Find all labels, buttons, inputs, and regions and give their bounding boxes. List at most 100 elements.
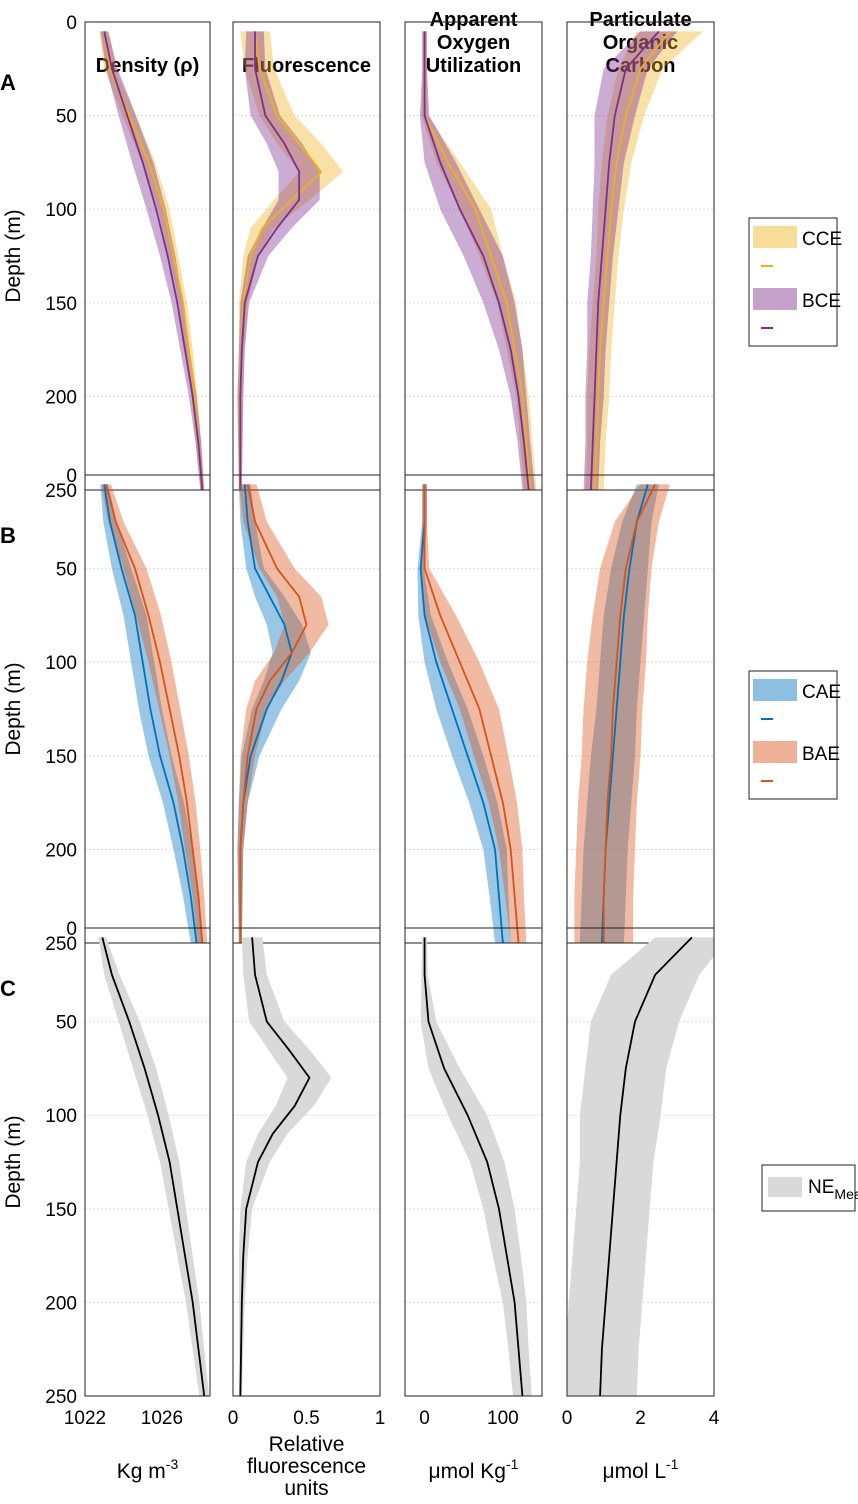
panel-C-3 bbox=[404, 927, 543, 1397]
panel-A-2 bbox=[232, 21, 381, 491]
y-axis-label-row-C: Depth (m) bbox=[2, 1115, 25, 1208]
band-cae bbox=[579, 484, 659, 943]
panel-frame bbox=[232, 927, 381, 1397]
band-bae bbox=[419, 484, 527, 943]
panel-letter-C: C bbox=[0, 976, 16, 1001]
x-unit-label-col-2-line-3: units bbox=[284, 1477, 328, 1500]
panel-B-2 bbox=[232, 474, 381, 944]
band-bae bbox=[237, 484, 329, 943]
panel-B-4 bbox=[566, 474, 715, 944]
legend-label-bce: BCE bbox=[802, 291, 841, 312]
panel-A-3 bbox=[404, 21, 543, 491]
legend-swatch-bae bbox=[753, 741, 797, 763]
panels bbox=[84, 21, 715, 1397]
legend-label-bae: BAE bbox=[802, 744, 840, 765]
panel-frame bbox=[84, 474, 211, 944]
panel-frame bbox=[404, 927, 543, 1397]
y-tick-label-50-row-B: 50 bbox=[56, 560, 77, 581]
panel-frame bbox=[404, 474, 543, 944]
mean-line-ne-mean bbox=[599, 936, 693, 1396]
legend-row-C: NEMean bbox=[761, 1164, 858, 1212]
x-tick-label-col-1-0: 1022 bbox=[64, 1408, 106, 1429]
y-tick-label-150-row-A: 150 bbox=[45, 294, 77, 315]
panel-B-3 bbox=[404, 474, 543, 944]
panel-frame bbox=[232, 474, 381, 944]
column-title-2-line-1: Fluorescence bbox=[242, 55, 371, 77]
legend-label-ne-mean: NEMean bbox=[808, 1177, 858, 1202]
band-cce bbox=[585, 31, 703, 490]
panel-C-4 bbox=[566, 927, 715, 1397]
band-cae bbox=[417, 484, 511, 943]
band-cce bbox=[99, 31, 205, 490]
y-tick-label-0-row-C: 0 bbox=[66, 919, 77, 940]
legend-frame bbox=[748, 217, 838, 347]
legend-swatch-bce bbox=[753, 288, 797, 310]
mean-line-bae bbox=[423, 484, 520, 943]
y-tick-label-250-row-C: 250 bbox=[45, 1387, 77, 1408]
band-cce bbox=[421, 31, 537, 490]
panel-frame bbox=[404, 21, 543, 491]
column-title-1-line-1: Density (ρ) bbox=[96, 55, 200, 77]
mean-line-bce bbox=[589, 30, 660, 490]
panel-frame bbox=[232, 21, 381, 491]
x-tick-label-col-2-1: 0.5 bbox=[293, 1408, 319, 1429]
band-bce bbox=[100, 31, 205, 490]
panel-frame bbox=[566, 474, 715, 944]
y-tick-label-200-row-B: 200 bbox=[45, 840, 77, 861]
mean-line-bae bbox=[239, 484, 308, 943]
y-tick-label-0-row-B: 0 bbox=[66, 466, 77, 487]
band-bce bbox=[583, 31, 678, 490]
mean-line-bce bbox=[103, 31, 204, 490]
panel-letter-A: A bbox=[0, 70, 16, 95]
y-tick-label-100-row-A: 100 bbox=[45, 200, 77, 221]
band-ne-mean bbox=[420, 937, 532, 1396]
panel-C-1 bbox=[84, 927, 211, 1397]
legend-label-cae: CAE bbox=[802, 682, 841, 703]
x-tick-label-col-4-2: 4 bbox=[709, 1408, 720, 1429]
y-axis-label-row-A: Depth (m) bbox=[2, 209, 25, 302]
y-tick-label-150-row-B: 150 bbox=[45, 747, 77, 768]
column-title-3-line-1: Apparent bbox=[430, 9, 518, 31]
panel-B-1 bbox=[84, 474, 211, 944]
x-tick-label-col-2-0: 0 bbox=[228, 1408, 239, 1429]
legend-swatch-ne-mean bbox=[768, 1177, 802, 1197]
legend-swatch-cce bbox=[753, 226, 797, 248]
legend-frame bbox=[748, 670, 838, 800]
column-titles: Density (ρ) Fluorescence ApparentOxygenUti… bbox=[96, 9, 692, 77]
column-title-4-line-3: Carbon bbox=[606, 55, 676, 77]
band-cae bbox=[237, 484, 311, 943]
mean-line-bae bbox=[105, 484, 204, 943]
x-tick-label-col-4-0: 0 bbox=[562, 1408, 573, 1429]
mean-line-cae bbox=[419, 484, 504, 943]
mean-line-bce bbox=[423, 31, 530, 490]
y-tick-label-100-row-B: 100 bbox=[45, 653, 77, 674]
y-tick-label-100-row-C: 100 bbox=[45, 1106, 77, 1127]
y-tick-label-250-row-B: 250 bbox=[45, 934, 77, 955]
x-tick-label-col-1-1: 1026 bbox=[141, 1408, 183, 1429]
mean-line-cae bbox=[103, 484, 198, 943]
x-unit-label-col-2-line-2: fluorescence bbox=[247, 1455, 366, 1478]
y-tick-label-0-row-A: 0 bbox=[66, 13, 77, 34]
y-axis-label-row-B: Depth (m) bbox=[2, 662, 25, 755]
y-tick-label-250-row-A: 250 bbox=[45, 481, 77, 502]
mean-line-ne-mean bbox=[423, 937, 524, 1396]
panel-C-2 bbox=[232, 927, 381, 1397]
x-tick-label-col-3-0: 0 bbox=[419, 1408, 430, 1429]
legend-row-A: CCE BCE bbox=[748, 217, 842, 347]
x-unit-label-col-1: Kg m-3 bbox=[117, 1456, 179, 1483]
panel-frame bbox=[84, 21, 211, 491]
mean-line-bce bbox=[239, 31, 301, 490]
legend-swatch-cae bbox=[753, 679, 797, 701]
y-tick-label-200-row-A: 200 bbox=[45, 387, 77, 408]
mean-line-ne-mean bbox=[101, 937, 206, 1396]
mean-line-ne-mean bbox=[239, 937, 311, 1396]
panel-A-1 bbox=[84, 21, 211, 491]
column-title-4-line-2: Organic bbox=[603, 32, 679, 54]
y-tick-label-50-row-C: 50 bbox=[56, 1013, 77, 1034]
x-tick-label-col-3-1: 100 bbox=[487, 1408, 519, 1429]
panel-A-4 bbox=[566, 21, 715, 491]
column-title-4-line-1: Particulate bbox=[589, 9, 691, 31]
band-bce bbox=[237, 31, 320, 490]
band-cce bbox=[237, 31, 344, 490]
